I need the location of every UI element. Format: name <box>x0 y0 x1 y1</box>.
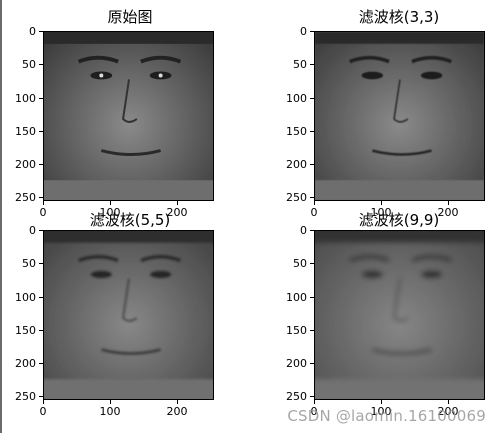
x-tick-label: 0 <box>39 206 47 219</box>
y-tick <box>39 31 43 32</box>
x-tick-label: 0 <box>310 405 318 418</box>
x-tick-label: 0 <box>310 206 318 219</box>
x-tick <box>110 400 111 404</box>
y-tick-label: 50 <box>293 58 307 71</box>
x-tick-label: 100 <box>99 206 121 219</box>
y-tick-label: 200 <box>15 158 36 171</box>
y-tick <box>39 131 43 132</box>
image-plot <box>314 230 485 400</box>
y-tick <box>39 363 43 364</box>
y-tick <box>310 263 314 264</box>
x-tick <box>43 400 44 404</box>
image-plot <box>43 230 214 400</box>
y-tick <box>310 297 314 298</box>
x-tick <box>314 400 315 404</box>
x-tick <box>43 201 44 205</box>
y-tick <box>39 396 43 397</box>
face-image <box>315 231 484 399</box>
x-tick <box>110 201 111 205</box>
face-image <box>44 231 213 399</box>
y-tick-label: 50 <box>22 58 36 71</box>
y-tick-label: 0 <box>29 25 36 38</box>
x-tick <box>381 201 382 205</box>
x-tick <box>177 201 178 205</box>
y-tick-label: 100 <box>15 291 36 304</box>
y-tick <box>310 363 314 364</box>
y-tick <box>39 197 43 198</box>
face-image <box>315 32 484 200</box>
y-tick-label: 200 <box>15 357 36 370</box>
y-tick <box>310 98 314 99</box>
x-tick <box>381 400 382 404</box>
panel-title: 原始图 <box>107 8 153 26</box>
y-tick <box>310 31 314 32</box>
y-tick-label: 150 <box>286 125 307 138</box>
image-plot <box>314 31 485 201</box>
panel-title: 滤波核(5,5) <box>89 211 171 229</box>
x-tick-label: 200 <box>166 206 188 219</box>
x-tick-label: 0 <box>39 405 47 418</box>
y-tick <box>310 164 314 165</box>
window-left-border <box>0 0 2 433</box>
y-tick <box>39 230 43 231</box>
y-tick-label: 200 <box>286 357 307 370</box>
y-tick-label: 250 <box>15 191 36 204</box>
y-tick-label: 200 <box>286 158 307 171</box>
image-plot <box>43 31 214 201</box>
y-tick <box>310 197 314 198</box>
face-image <box>44 32 213 200</box>
y-tick-label: 0 <box>300 224 307 237</box>
y-tick <box>310 330 314 331</box>
x-tick <box>314 201 315 205</box>
y-tick <box>310 230 314 231</box>
y-tick-label: 50 <box>293 257 307 270</box>
y-tick-label: 150 <box>286 324 307 337</box>
y-tick-label: 100 <box>15 92 36 105</box>
y-tick-label: 250 <box>15 390 36 403</box>
y-tick-label: 0 <box>300 25 307 38</box>
y-tick-label: 50 <box>22 257 36 270</box>
x-tick-label: 100 <box>370 206 392 219</box>
y-tick-label: 250 <box>286 191 307 204</box>
watermark-text: CSDN @laomin.16100069 <box>287 407 486 425</box>
y-tick <box>39 98 43 99</box>
y-tick-label: 150 <box>15 324 36 337</box>
y-tick <box>39 164 43 165</box>
y-tick-label: 100 <box>286 291 307 304</box>
y-tick <box>310 131 314 132</box>
panel-title: 滤波核(9,9) <box>358 211 440 229</box>
y-tick <box>39 263 43 264</box>
panel-title: 滤波核(3,3) <box>358 8 440 26</box>
y-tick <box>310 64 314 65</box>
y-tick-label: 250 <box>286 390 307 403</box>
x-tick <box>177 400 178 404</box>
x-tick-label: 100 <box>99 405 121 418</box>
x-tick-label: 200 <box>437 206 459 219</box>
x-tick-label: 200 <box>166 405 188 418</box>
y-tick <box>39 64 43 65</box>
x-tick <box>448 400 449 404</box>
y-tick-label: 0 <box>29 224 36 237</box>
x-tick <box>448 201 449 205</box>
x-tick-label: 200 <box>437 405 459 418</box>
y-tick-label: 150 <box>15 125 36 138</box>
x-tick-label: 100 <box>370 405 392 418</box>
y-tick <box>39 330 43 331</box>
y-tick-label: 100 <box>286 92 307 105</box>
y-tick <box>39 297 43 298</box>
y-tick <box>310 396 314 397</box>
